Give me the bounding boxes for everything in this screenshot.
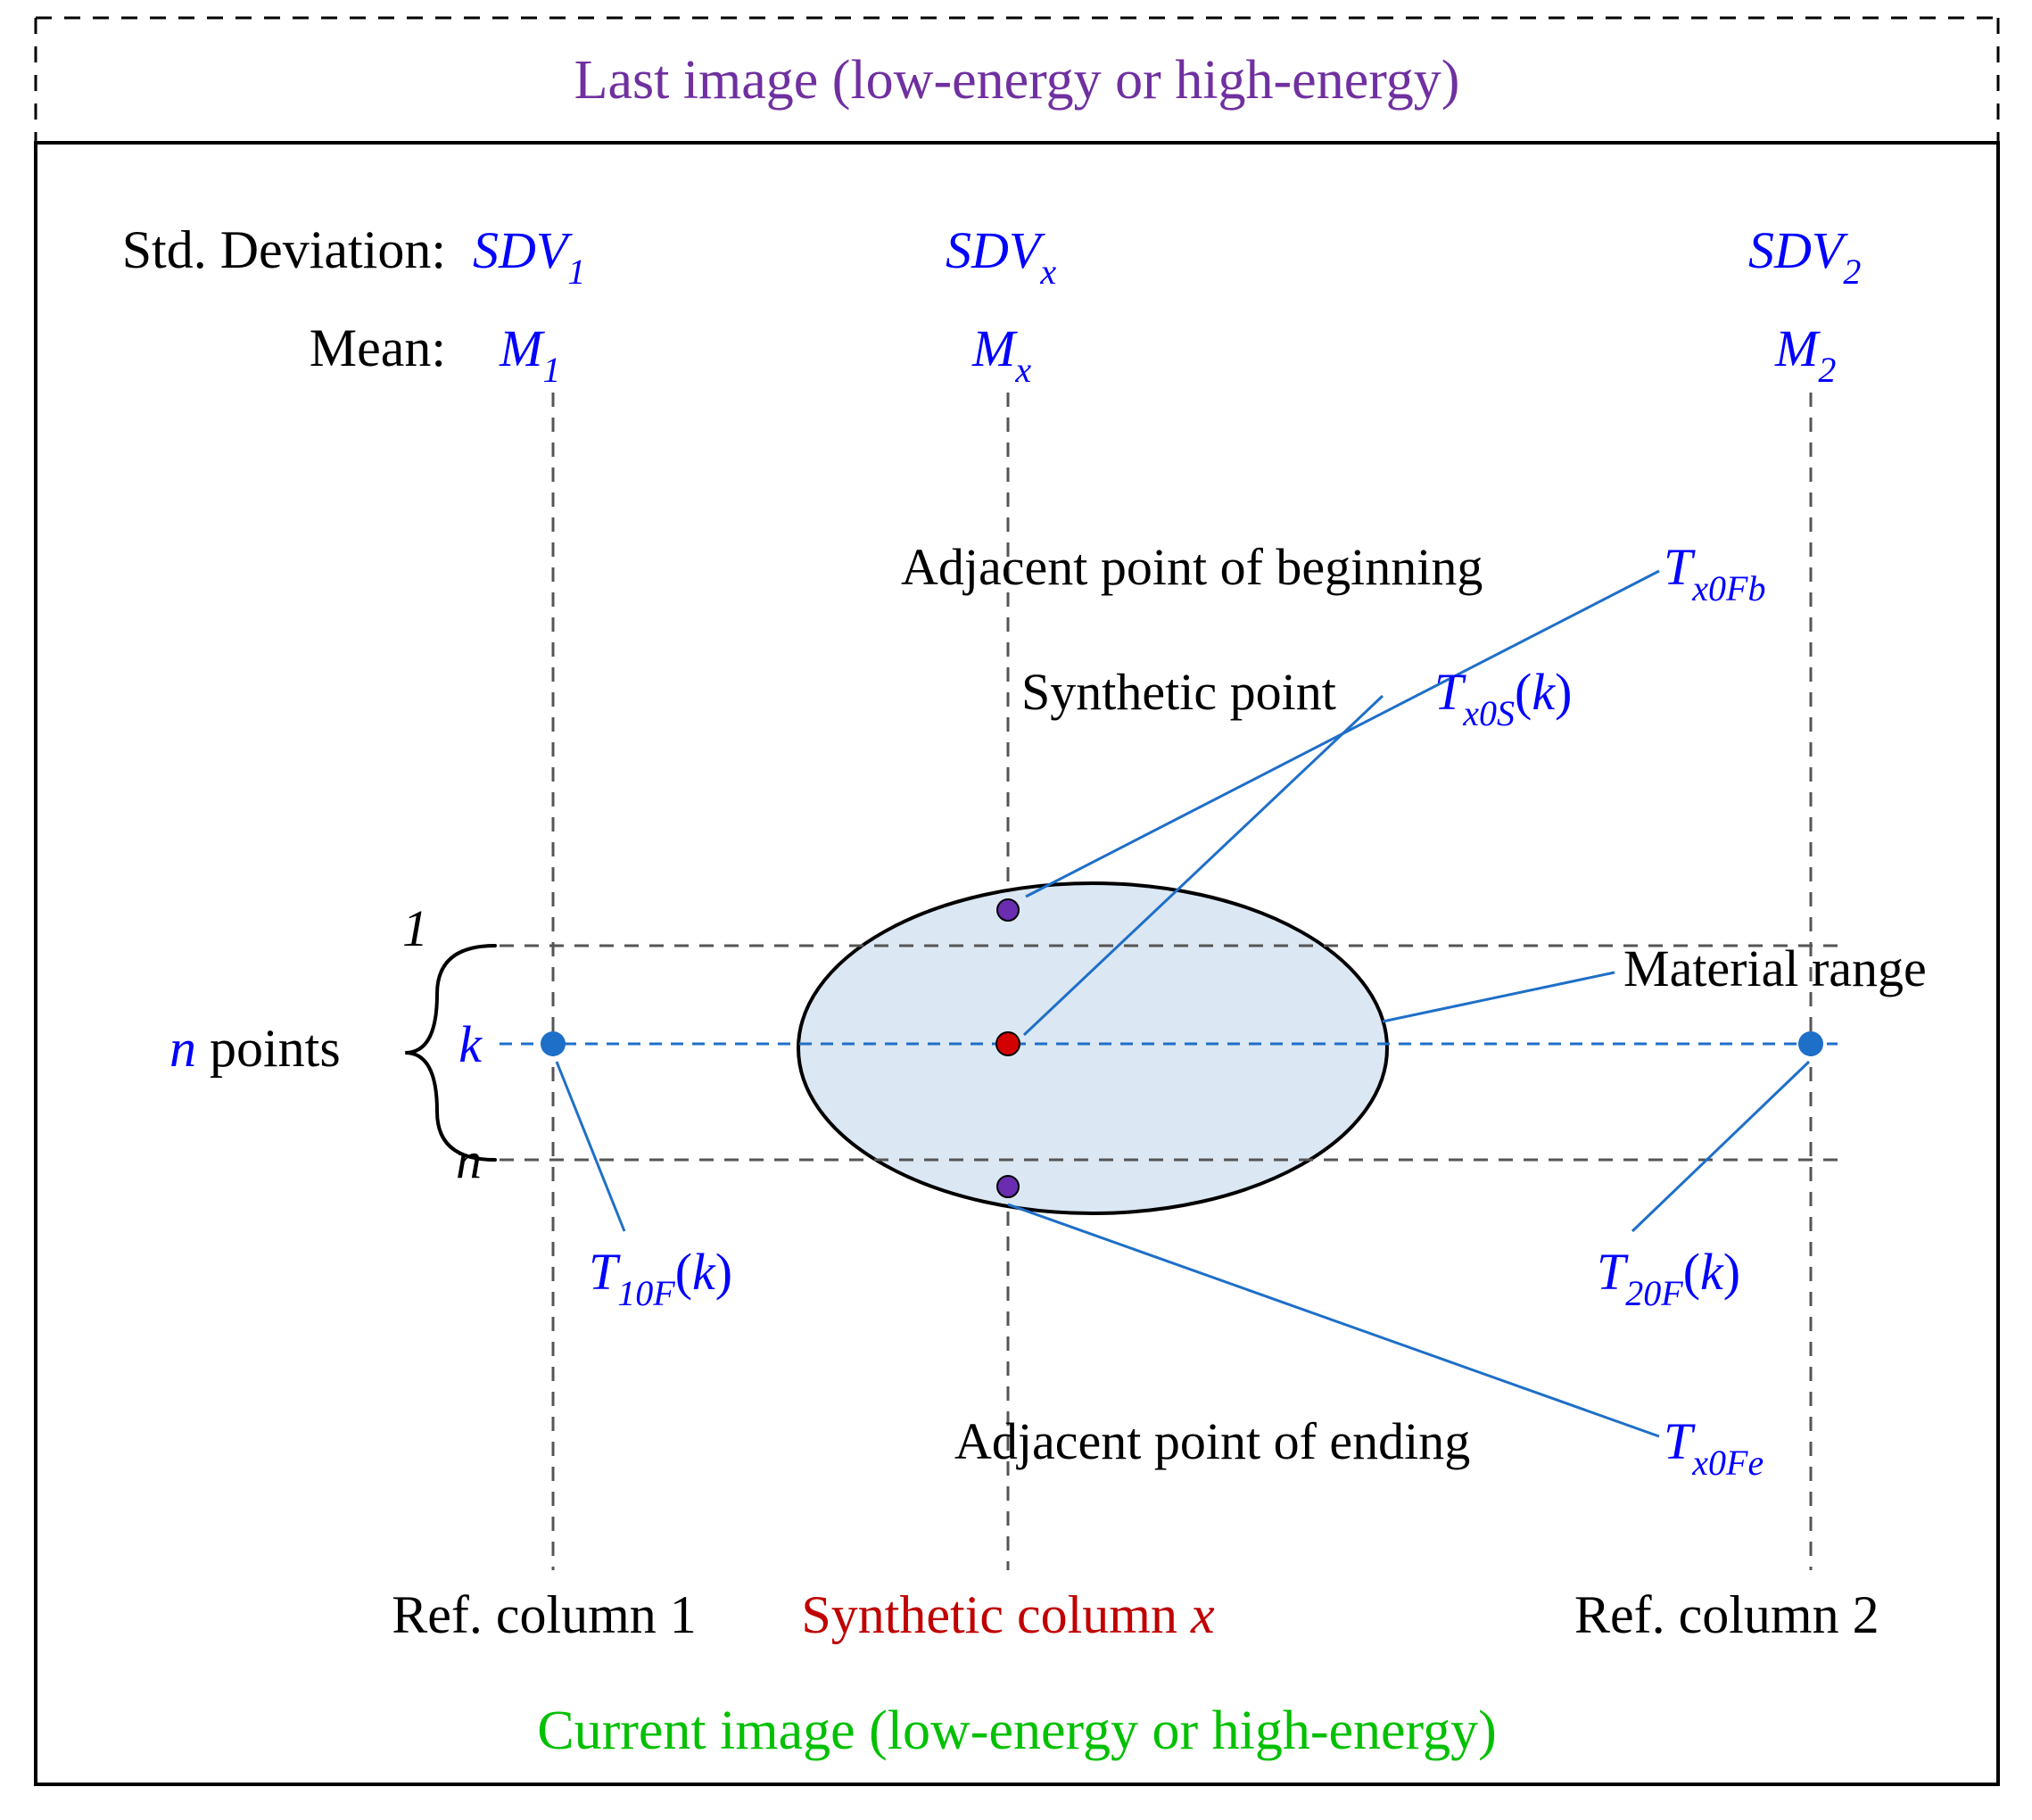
- label-ref-column-1: Ref. column 1: [392, 1585, 697, 1644]
- title-last-image: Last image (low-energy or high-energy): [574, 50, 1460, 111]
- point-adjBot: [997, 1176, 1019, 1197]
- leader-t20f: [1632, 1062, 1809, 1231]
- row-index-1: 1: [402, 899, 428, 957]
- sdv-x: SDVx: [946, 221, 1056, 292]
- anno-t10f: T10F(k): [589, 1243, 732, 1313]
- sdv-2: SDV2: [1748, 221, 1861, 292]
- point-center: [996, 1032, 1020, 1055]
- anno-adjacent-end: Adjacent point of ending Tx0Fe: [954, 1412, 1764, 1483]
- mean-1: M1: [499, 319, 560, 390]
- label-mean: Mean:: [310, 318, 446, 377]
- row-index-k: k: [458, 1015, 483, 1073]
- anno-t20f: T20F(k): [1597, 1243, 1740, 1313]
- title-current-image: Current image (low-energy or high-energy…: [537, 1700, 1496, 1761]
- leader-material: [1383, 972, 1615, 1022]
- point-adjTop: [997, 899, 1019, 921]
- label-std-deviation: Std. Deviation:: [122, 220, 446, 279]
- label-n-points: n points: [169, 1019, 341, 1078]
- material-range-ellipse: [798, 883, 1387, 1213]
- row-index-n: n: [456, 1131, 482, 1189]
- anno-adjacent-begin: Adjacent point of beginning Tx0Fb: [901, 538, 1765, 608]
- leader-adjEnd: [1008, 1204, 1659, 1436]
- point-left: [541, 1031, 566, 1056]
- leader-t10f: [557, 1062, 624, 1231]
- label-synthetic-column: Synthetic column x: [801, 1585, 1215, 1644]
- label-ref-column-2: Ref. column 2: [1574, 1585, 1879, 1644]
- mean-x: Mx: [971, 319, 1031, 390]
- point-right: [1798, 1031, 1823, 1056]
- mean-2: M2: [1774, 319, 1836, 390]
- anno-synthetic-point: Synthetic point Tx0S(k): [1021, 663, 1572, 733]
- anno-material-range: Material range: [1623, 939, 1927, 997]
- sdv-1: SDV1: [473, 221, 585, 292]
